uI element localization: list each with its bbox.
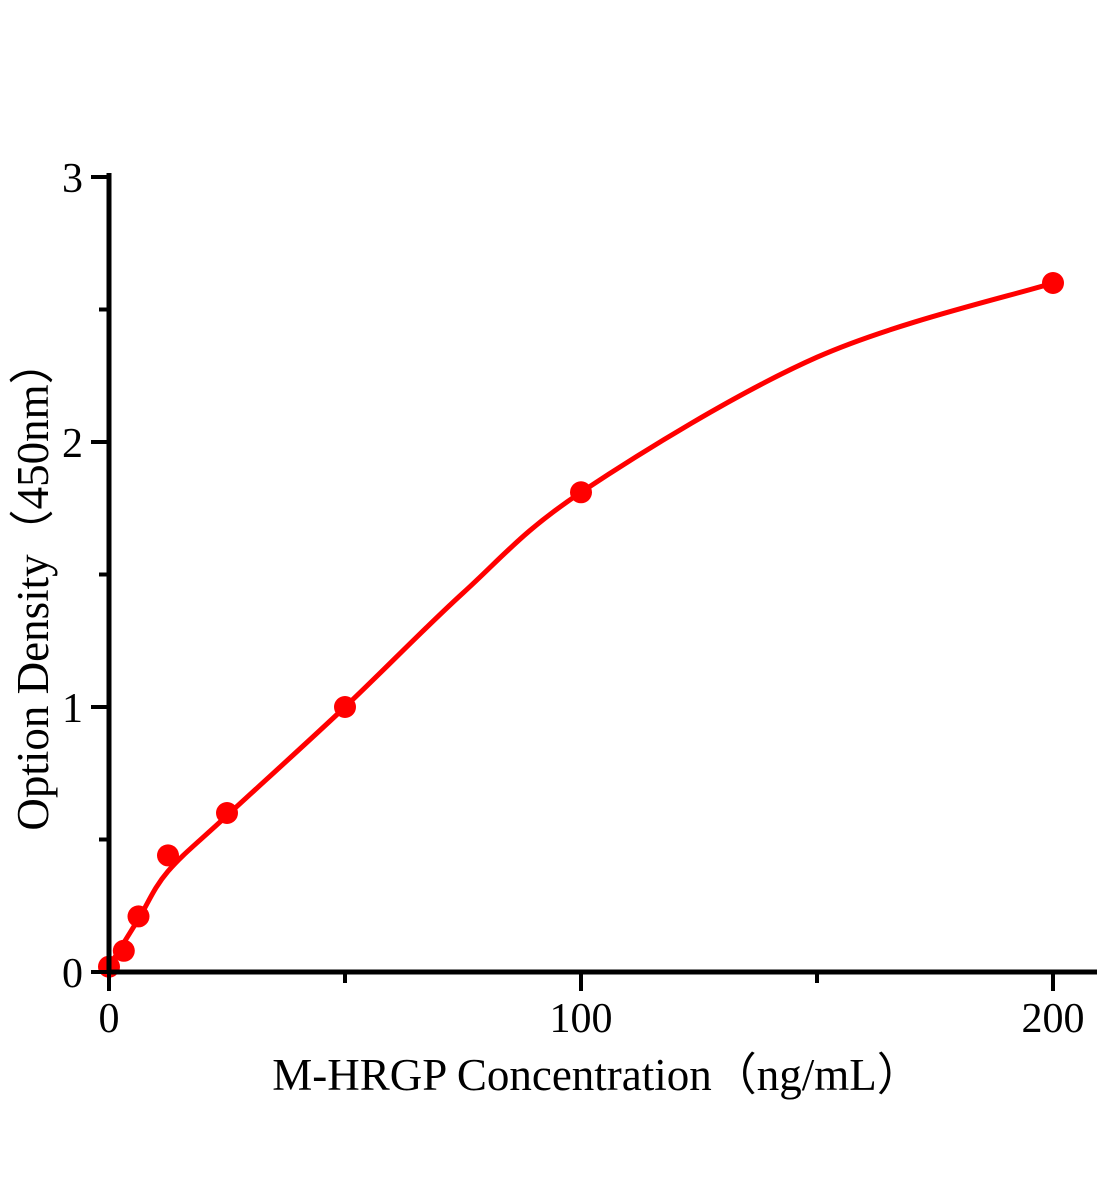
data-point bbox=[127, 905, 150, 928]
x-tick-label: 200 bbox=[1022, 996, 1085, 1042]
x-axis-title: M-HRGP Concentration（ng/mL） bbox=[272, 1050, 922, 1100]
y-tick-label: 2 bbox=[62, 421, 83, 467]
data-point bbox=[216, 802, 238, 824]
data-point bbox=[157, 844, 179, 867]
fitted-curve-layer bbox=[106, 280, 1056, 970]
data-point bbox=[570, 481, 592, 504]
y-axis-title: Option Density（450nm） bbox=[8, 339, 58, 830]
tick-labels-layer: 0 1 2 3 0 100 200 bbox=[62, 156, 1085, 1042]
ticks-layer bbox=[91, 175, 1055, 991]
x-tick-label: 100 bbox=[550, 996, 613, 1042]
x-tick-label: 0 bbox=[99, 996, 120, 1042]
y-tick-label: 1 bbox=[62, 686, 83, 732]
data-points-layer bbox=[98, 272, 1064, 978]
data-point bbox=[112, 939, 135, 962]
data-point bbox=[334, 696, 356, 718]
data-point bbox=[1042, 272, 1064, 294]
y-tick-label: 0 bbox=[62, 951, 83, 997]
y-tick-label: 3 bbox=[62, 156, 83, 202]
axes-layer bbox=[106, 173, 1097, 975]
standard-curve-line bbox=[106, 280, 1056, 970]
